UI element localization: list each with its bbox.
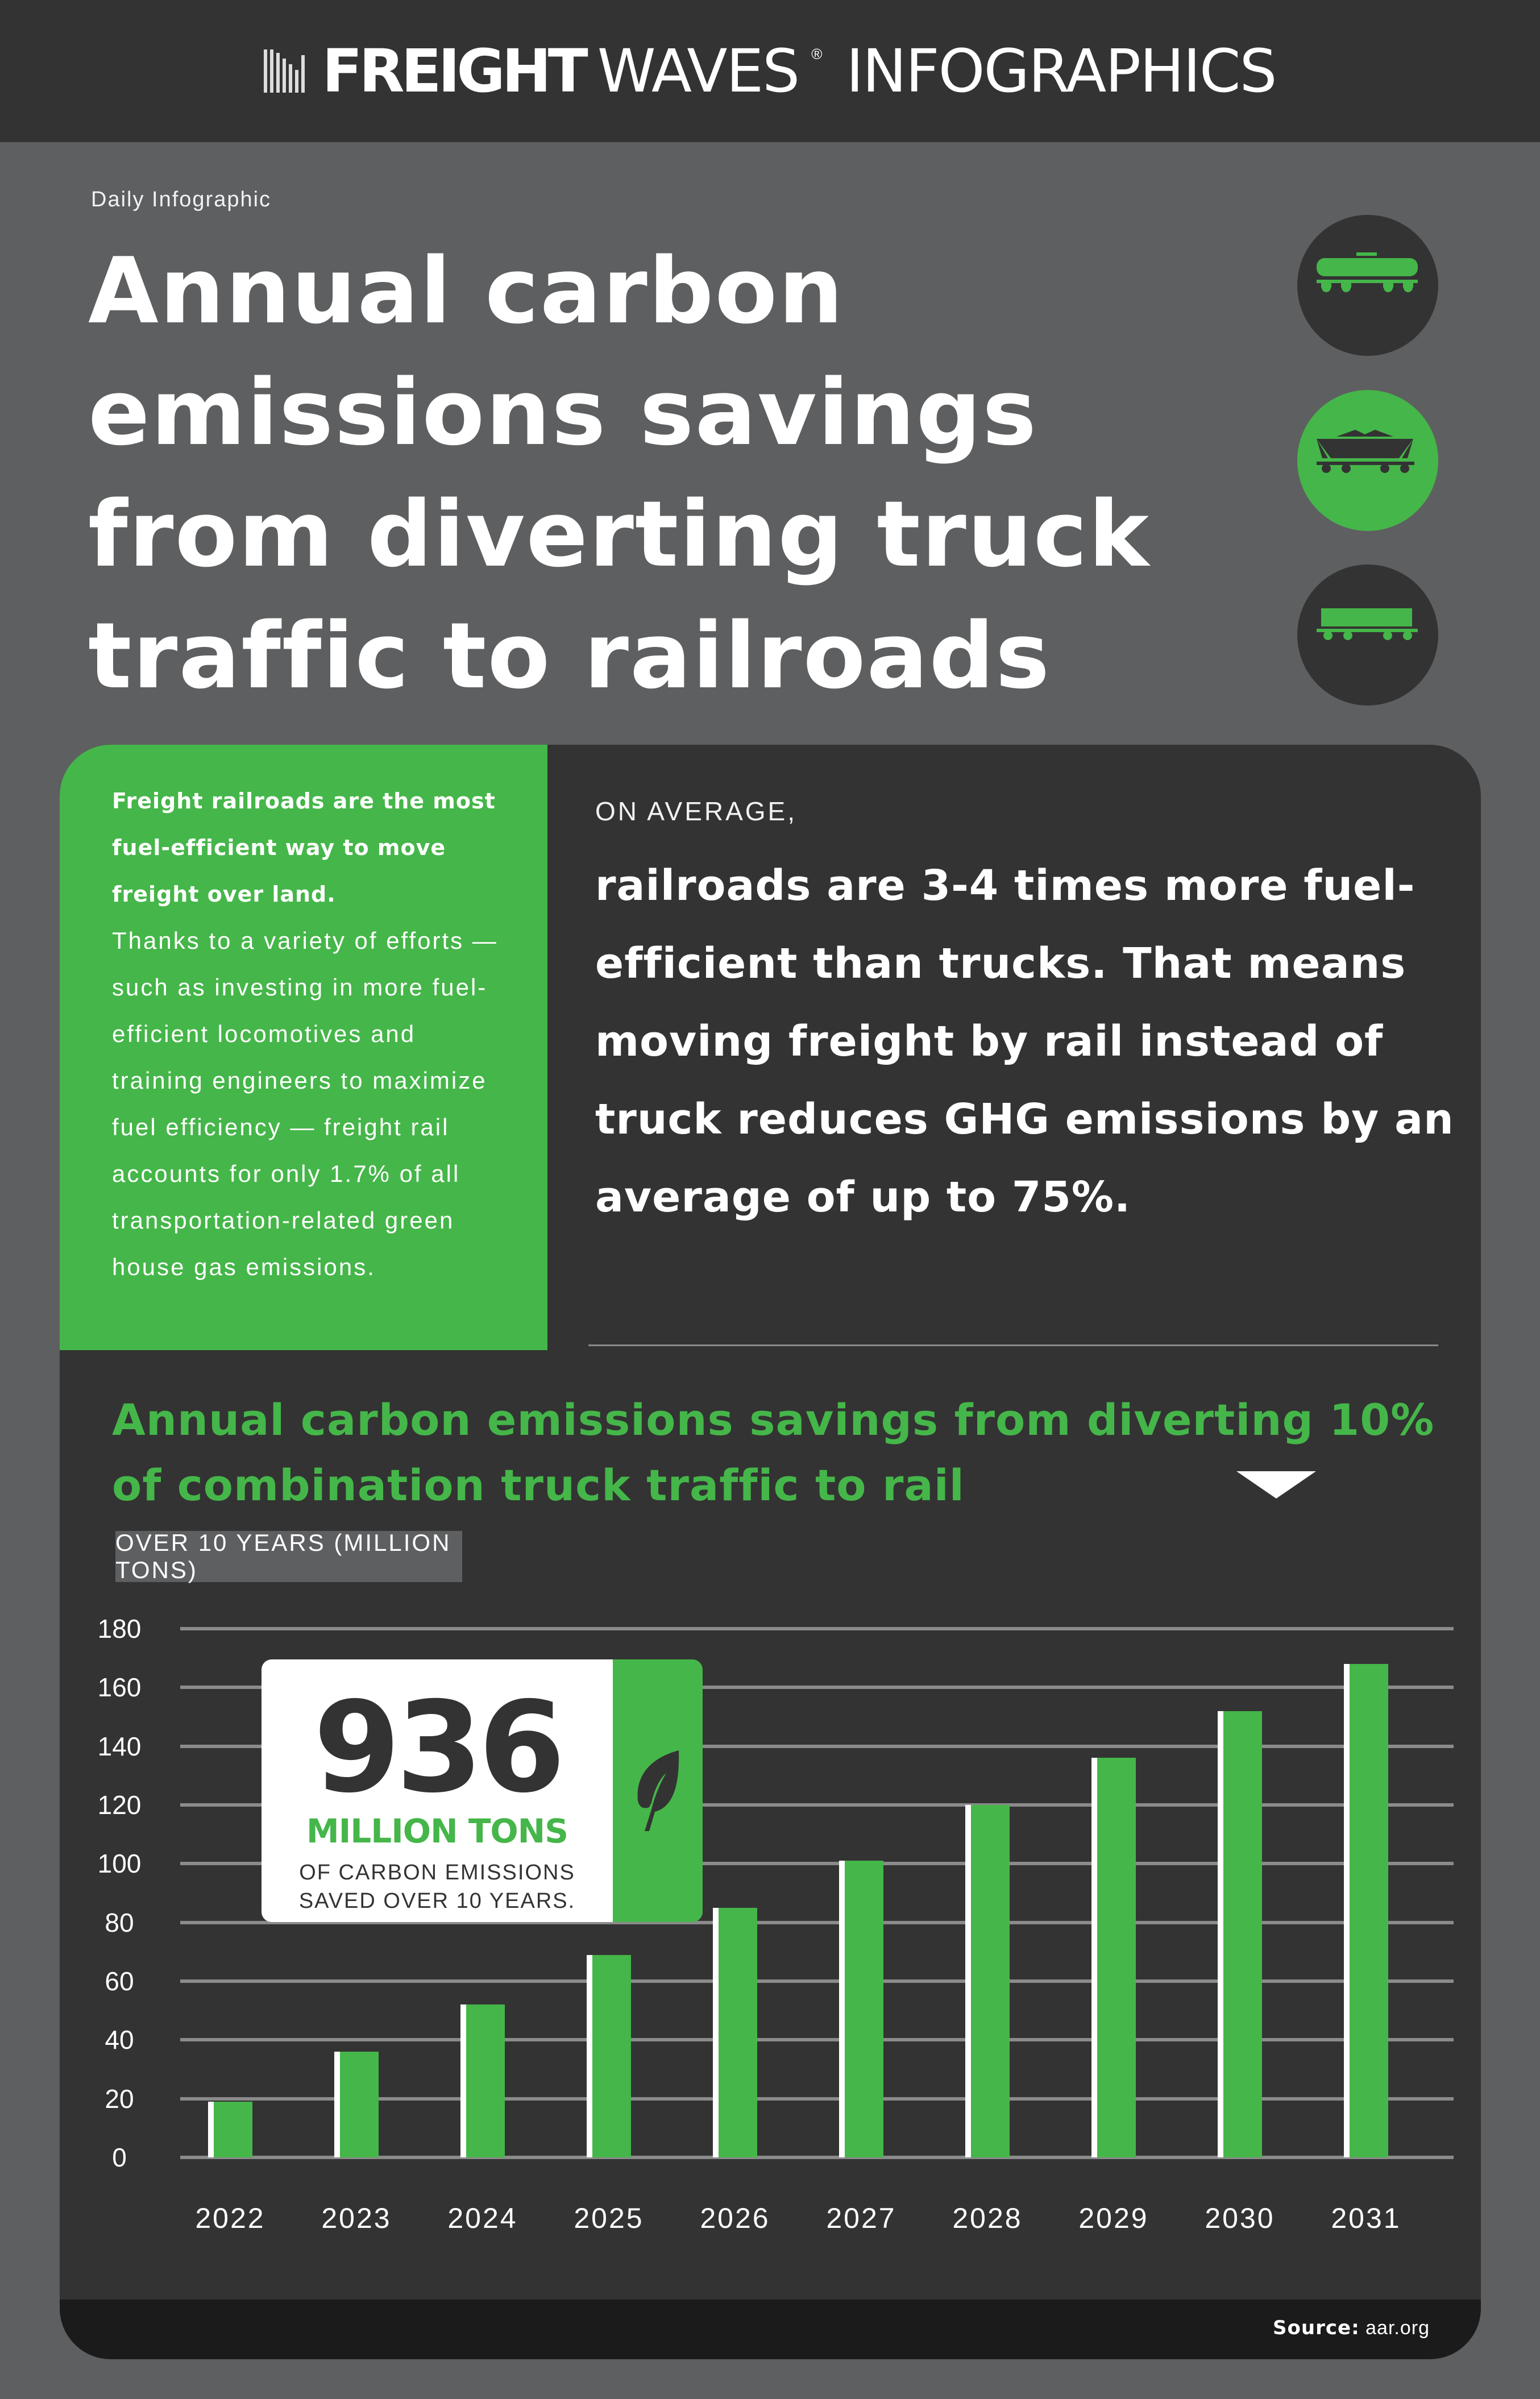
x-axis-label: 2026 [700, 2202, 770, 2234]
main-panel: Freight railroads are the most fuel-effi… [60, 745, 1481, 2359]
bar-2025 [587, 1954, 631, 2157]
gridline [180, 1979, 1454, 1983]
y-axis-tick-label: 80 [105, 1907, 134, 1937]
divider [588, 1344, 1438, 1346]
bar-chart: 0 20 40 60 80 100 120 140 160 180 2022 2023 2024 2025… [60, 1614, 1481, 2240]
brand-light: WAVES [597, 36, 800, 106]
unit-label: OVER 10 YEARS (MILLION TONS) [115, 1529, 462, 1583]
x-axis-label: 2030 [1205, 2202, 1275, 2234]
stat-text: railroads are 3-4 times more fuel-effici… [595, 861, 1454, 1222]
x-axis-label: 2031 [1331, 2202, 1401, 2234]
fuel-efficiency-body: Thanks to a variety of efforts — such as… [112, 927, 498, 1280]
bar-2023 [334, 2052, 379, 2157]
header-bar: FREIGHT WAVES ® INFOGRAPHICS [0, 0, 1540, 142]
bar-2028 [965, 1805, 1010, 2157]
source-label: Source: [1273, 2317, 1360, 2339]
y-axis-tick-label: 100 [97, 1849, 142, 1879]
boxcar-icon [1297, 565, 1438, 705]
stat-lead: ON AVERAGE, [595, 796, 798, 826]
fuel-efficiency-lead: Freight railroads are the most fuel-effi… [112, 788, 496, 907]
source-line: Source: aar.org [1273, 2317, 1430, 2339]
gridline [180, 1862, 1454, 1866]
gridline [180, 2097, 1454, 2101]
y-axis-tick-label: 0 [112, 2143, 127, 2172]
hopper-car-icon [1297, 390, 1438, 531]
tank-car-icon [1297, 215, 1438, 356]
source-link[interactable]: aar.org [1365, 2317, 1430, 2339]
y-axis-tick-label: 160 [97, 1672, 142, 1703]
page-title: Annual carbon emissions savings from div… [88, 238, 1150, 709]
y-axis-tick-label: 60 [105, 1966, 134, 1996]
y-axis-tick-label: 120 [97, 1790, 142, 1820]
x-axis-label: 2025 [574, 2202, 644, 2234]
gridline [180, 1744, 1454, 1748]
gridline [180, 2156, 1454, 2159]
y-axis-tick-label: 20 [105, 2083, 134, 2114]
callout-unit: MILLION TONS [306, 1812, 568, 1850]
bar-2026 [713, 1907, 757, 2157]
callout-number: 936 [313, 1675, 565, 1820]
gridline [180, 1627, 1454, 1630]
callout-line-1: OF CARBON EMISSIONS [299, 1861, 575, 1885]
leaf-icon [637, 1750, 679, 1831]
down-arrow-icon [1236, 1471, 1316, 1499]
callout-text-area: 936 MILLION TONS OF CARBON EMISSIONS SAV… [261, 1659, 613, 1922]
bar-2022 [208, 2101, 252, 2157]
x-axis-label: 2027 [826, 2202, 896, 2234]
x-axis-label: 2028 [952, 2202, 1023, 2234]
x-axis-label: 2029 [1078, 2202, 1149, 2234]
bar-2027 [839, 1861, 883, 2157]
eyebrow-label: Daily Infographic [91, 188, 272, 211]
x-axis-label: 2024 [447, 2202, 518, 2234]
bar-2029 [1091, 1758, 1136, 2157]
x-axis-label: 2023 [321, 2202, 392, 2234]
bar-2031 [1344, 1664, 1388, 2157]
y-axis-tick-label: 180 [97, 1614, 142, 1643]
bar-2030 [1218, 1711, 1262, 2157]
registered-mark: ® [811, 45, 823, 63]
chart-title: Annual carbon emissions savings from div… [112, 1394, 1435, 1510]
brand-suffix: INFOGRAPHICS [846, 36, 1277, 106]
freightwaves-mark-icon [264, 49, 309, 93]
total-callout: 936 MILLION TONS OF CARBON EMISSIONS SAV… [261, 1659, 703, 1922]
gridline [180, 1686, 1454, 1690]
fuel-efficiency-box: Freight railroads are the most fuel-effi… [60, 745, 547, 1350]
gridline [180, 1803, 1454, 1807]
freightwaves-logo: FREIGHT WAVES ® INFOGRAPHICS [264, 36, 1277, 106]
brand-strong: FREIGHT [322, 36, 588, 106]
y-axis-tick-label: 40 [105, 2025, 134, 2055]
callout-icon-area [613, 1659, 703, 1922]
footer: Source: aar.org [60, 2300, 1481, 2359]
y-axis-tick-label: 140 [97, 1731, 142, 1761]
x-axis-label: 2022 [195, 2202, 265, 2234]
gridline [180, 2038, 1454, 2042]
gridline [180, 1920, 1454, 1924]
bar-2024 [460, 2004, 505, 2157]
callout-line-2: SAVED OVER 10 YEARS. [298, 1889, 576, 1913]
